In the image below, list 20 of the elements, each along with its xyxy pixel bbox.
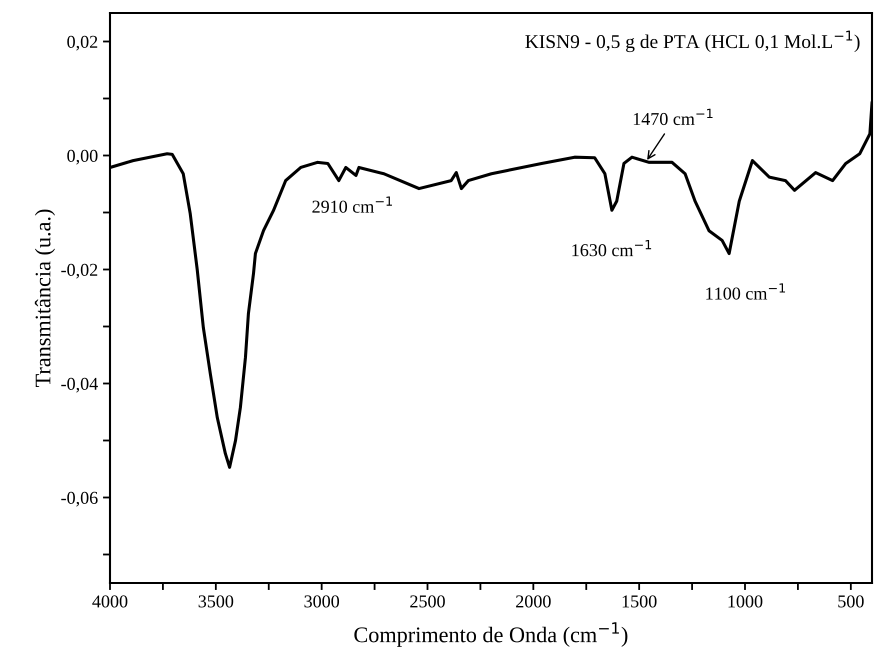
text: KISN9 - 0,5 g de PTA (HCL 0,1 Mol.L$^{−1}$) <box>525 30 860 52</box>
x-tick-label: 4000 <box>92 595 128 608</box>
x-axis-title: Comprimento de Onda (cm$^{−1}$) <box>354 622 628 647</box>
annotation: 1630 cm$^{−1}$ <box>572 240 652 256</box>
y-axis-title: Transmitância (u.a.) <box>34 210 56 387</box>
x-tick-label: 500 <box>838 595 864 608</box>
x-tick-label: 2000 <box>516 595 551 608</box>
annotation: 2910 cm$^{−1}$ <box>312 196 392 213</box>
y-tick-label: 0,02 <box>67 36 98 51</box>
y-tick-label: 0,00 <box>67 150 98 165</box>
annotation: 1470 cm$^{−1}$ <box>634 108 713 126</box>
x-tick-label: 1500 <box>622 595 657 608</box>
x-tick-label: 3500 <box>198 595 234 608</box>
annotation: 1100 cm$^{−1}$ <box>706 283 786 300</box>
x-tick-label: 1000 <box>728 595 762 608</box>
y-tick-label: -0,02 <box>61 264 98 279</box>
y-tick-label: -0,04 <box>61 378 98 393</box>
x-tick-label: 2500 <box>410 595 445 608</box>
y-tick-label: -0,06 <box>61 492 98 507</box>
x-tick-label: 3000 <box>304 595 340 608</box>
